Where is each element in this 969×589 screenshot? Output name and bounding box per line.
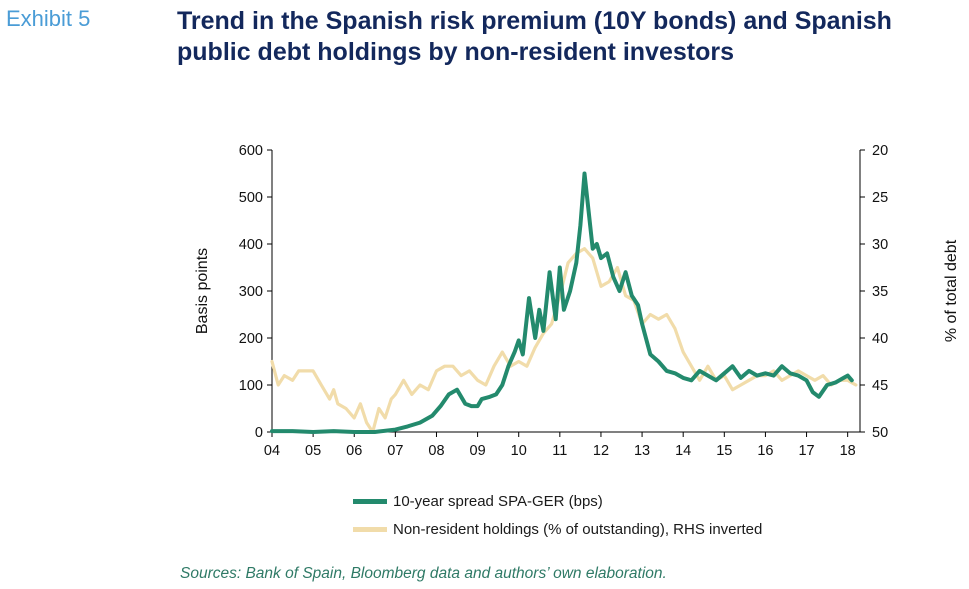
x-tick-label: 11 [552,443,567,459]
y-left-tick-label: 200 [239,331,263,347]
y-axis-left-label-group: Basis points [194,248,211,334]
series-lines [270,171,858,434]
x-tick-label: 10 [511,443,527,459]
legend-label-holdings: Non-resident holdings (% of outstanding)… [393,520,763,538]
y-left-tick-label: 600 [239,143,263,159]
y-left-tick-label: 300 [239,284,263,300]
x-tick-label: 07 [387,443,403,459]
x-tick-label: 14 [675,443,691,459]
y-right-tick-label: 35 [872,284,888,300]
x-tick-label: 06 [346,443,362,459]
y-left-tick-label: 500 [239,190,263,206]
y-axis-right-label-group: % of total debt [943,239,960,342]
series-line-spread [270,171,854,434]
y-right-tick-label: 45 [872,378,888,394]
y-right-tick-label: 30 [872,237,888,253]
y-right-tick-label: 20 [872,143,888,159]
y-right-tick-label: 50 [872,425,888,441]
chart-title-line-2: public debt holdings by non-resident inv… [177,38,734,66]
y-left-tick-label: 0 [255,425,263,441]
x-tick-label: 08 [428,443,444,459]
legend-swatch-holdings [353,526,387,532]
y-axis-right-title: % of total debt [943,239,960,342]
legend-item-holdings: Non-resident holdings (% of outstanding)… [353,515,762,543]
axes: 0 100 200 300 400 500 600 20 25 30 35 40 45 50 04 05 06 0… [239,143,888,459]
series-line-holdings [270,247,858,434]
chart-title: Trend in the Spanish risk premium (10Y b… [177,6,957,68]
x-tick-label: 05 [305,443,321,459]
chart-legend: 10-year spread SPA-GER (bps) Non-residen… [353,487,762,543]
x-tick-label: 13 [634,443,650,459]
y-right-tick-label: 40 [872,331,888,347]
x-tick-label: 17 [798,443,814,459]
chart-title-line-1: Trend in the Spanish risk premium (10Y b… [177,7,892,35]
y-left-tick-label: 100 [239,378,263,394]
x-tick-label: 09 [470,443,486,459]
x-tick-label: 15 [716,443,732,459]
x-tick-label: 04 [264,443,280,459]
legend-swatch-spread [353,498,387,504]
y-right-tick-label: 25 [872,190,888,206]
y-left-tick-label: 400 [239,237,263,253]
legend-label-spread: 10-year spread SPA-GER (bps) [393,492,603,510]
x-tick-label: 16 [757,443,773,459]
legend-item-spread: 10-year spread SPA-GER (bps) [353,487,762,515]
x-tick-label: 12 [593,443,609,459]
x-tick-label: 18 [840,443,856,459]
source-note: Sources: Bank of Spain, Bloomberg data a… [180,565,667,582]
y-axis-left-title: Basis points [194,248,211,334]
exhibit-label: Exhibit 5 [6,6,91,31]
